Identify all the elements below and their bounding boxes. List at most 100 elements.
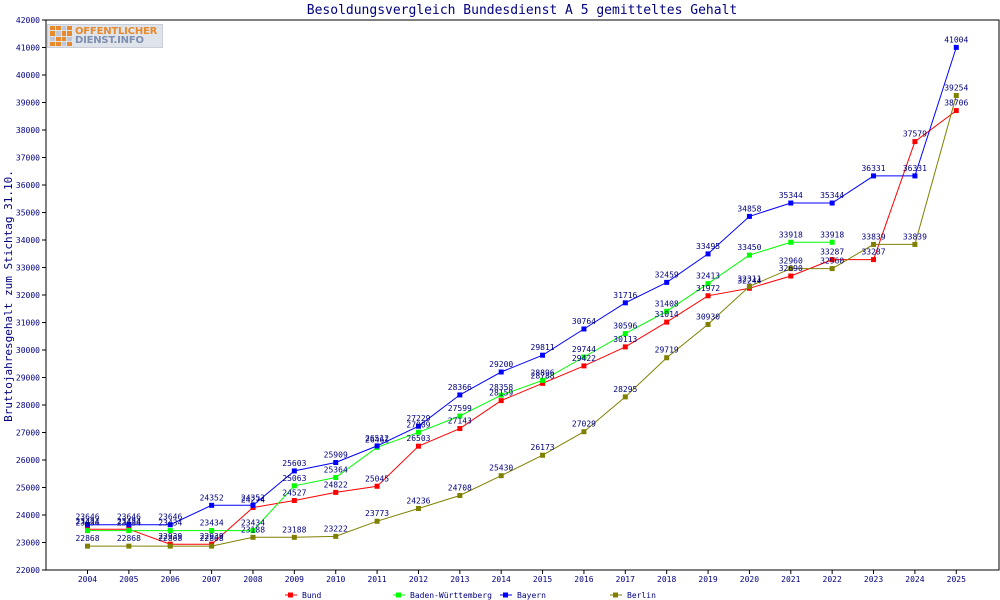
- data-point-baden-w-rttemberg: [167, 528, 173, 534]
- x-tick-label: 2007: [202, 575, 221, 584]
- data-label: 26461: [365, 435, 389, 444]
- logo-mark-icon: [50, 26, 72, 46]
- logo-line-1: OFFENTLICHER: [75, 26, 158, 37]
- data-label: 27143: [448, 417, 472, 426]
- data-point-berlin: [871, 241, 877, 247]
- x-tick-label: 2020: [740, 575, 759, 584]
- x-tick-label: 2014: [492, 575, 511, 584]
- data-label: 32960: [820, 257, 844, 266]
- data-point-bayern: [85, 522, 90, 528]
- data-point-berlin: [209, 543, 215, 549]
- y-tick-label: 40000: [16, 71, 40, 80]
- y-tick-label: 30000: [16, 346, 40, 355]
- data-point-bund: [705, 293, 711, 299]
- data-label: 24822: [324, 480, 348, 489]
- data-point-baden-w-rttemberg: [209, 528, 215, 534]
- data-point-bund: [953, 108, 959, 114]
- legend-label-bayern: Bayern: [517, 591, 546, 600]
- data-point-bund: [457, 426, 463, 432]
- x-tick-label: 2006: [161, 575, 180, 584]
- x-tick-label: 2011: [367, 575, 386, 584]
- data-point-baden-w-rttemberg: [829, 239, 835, 245]
- data-label: 23646: [75, 513, 99, 522]
- data-point-bayern: [291, 468, 297, 474]
- data-label: 24274: [241, 495, 265, 504]
- data-label: 23646: [117, 513, 141, 522]
- legend-swatch-baden-w-rttemberg: [396, 592, 401, 598]
- data-point-bund: [540, 380, 546, 386]
- y-tick-label: 26000: [16, 456, 40, 465]
- data-point-berlin: [581, 429, 587, 435]
- y-tick-label: 32000: [16, 291, 40, 300]
- data-point-bayern: [126, 522, 132, 528]
- data-point-berlin: [953, 93, 959, 99]
- x-tick-label: 2004: [78, 575, 97, 584]
- logo-line-2: DIENST.INFO: [75, 35, 144, 46]
- legend-swatch-bayern: [503, 592, 508, 598]
- y-tick-label: 39000: [16, 99, 40, 108]
- x-tick-label: 2018: [657, 575, 676, 584]
- data-point-baden-w-rttemberg: [457, 413, 463, 419]
- data-label: 26503: [406, 434, 430, 443]
- x-tick-label: 2025: [947, 575, 966, 584]
- data-label: 22868: [200, 534, 224, 543]
- y-tick-label: 27000: [16, 429, 40, 438]
- data-label: 31408: [655, 299, 679, 308]
- data-point-bund: [788, 273, 794, 279]
- data-label: 30113: [613, 335, 637, 344]
- data-point-baden-w-rttemberg: [664, 308, 670, 314]
- data-label: 33918: [779, 230, 803, 239]
- data-point-baden-w-rttemberg: [126, 528, 132, 534]
- data-point-bayern: [415, 423, 421, 429]
- logo-text: OFFENTLICHER DIENST.INFO: [75, 26, 158, 46]
- data-label: 26173: [531, 443, 555, 452]
- y-tick-label: 22000: [16, 566, 40, 575]
- x-axis-ticks: 2004 2005 2006 2007 2008 2009 2010 2011 2012 2013…: [78, 570, 966, 584]
- data-label: 36331: [861, 164, 885, 173]
- data-point-berlin: [912, 241, 918, 247]
- data-point-bund: [374, 483, 380, 489]
- data-point-berlin: [374, 518, 380, 524]
- data-label: 30596: [613, 322, 637, 331]
- data-label: 22868: [75, 534, 99, 543]
- data-point-bayern: [581, 326, 587, 332]
- data-label: 33287: [820, 248, 844, 257]
- data-label: 24708: [448, 484, 472, 493]
- data-label: 29744: [572, 345, 596, 354]
- data-point-bayern: [705, 251, 711, 257]
- data-label: 33839: [903, 232, 927, 241]
- data-label: 23434: [158, 519, 182, 528]
- data-point-berlin: [622, 394, 628, 400]
- data-label: 28366: [448, 383, 472, 392]
- data-label: 29200: [489, 360, 513, 369]
- data-point-bund: [871, 257, 877, 263]
- data-label: 31972: [696, 284, 720, 293]
- data-label: 23434: [200, 519, 224, 528]
- data-label: 25430: [489, 464, 513, 473]
- x-tick-label: 2005: [119, 575, 138, 584]
- data-point-bayern: [540, 352, 546, 358]
- data-label: 25603: [282, 459, 306, 468]
- data-label: 24236: [406, 497, 430, 506]
- data-label: 35344: [820, 191, 844, 200]
- data-point-berlin: [291, 534, 297, 540]
- data-label: 33450: [737, 243, 761, 252]
- data-label: 36331: [903, 164, 927, 173]
- data-label: 24352: [200, 493, 224, 502]
- x-tick-label: 2021: [781, 575, 800, 584]
- y-tick-label: 33000: [16, 264, 40, 273]
- data-label: 32960: [779, 257, 803, 266]
- data-label: 25045: [365, 474, 389, 483]
- x-tick-label: 2017: [616, 575, 635, 584]
- legend: Bund Baden-Württemberg Bayern Berlin: [285, 591, 656, 600]
- data-label: 29719: [655, 346, 679, 355]
- data-label: 27009: [406, 420, 430, 429]
- data-point-bund: [829, 257, 835, 263]
- y-tick-label: 28000: [16, 401, 40, 410]
- data-point-bayern: [209, 502, 215, 508]
- data-label: 32311: [737, 274, 761, 283]
- x-tick-label: 2012: [409, 575, 428, 584]
- y-axis-label: Bruttojahresgehalt zum Stichtag 31.10.: [2, 170, 15, 422]
- data-point-baden-w-rttemberg: [333, 474, 339, 480]
